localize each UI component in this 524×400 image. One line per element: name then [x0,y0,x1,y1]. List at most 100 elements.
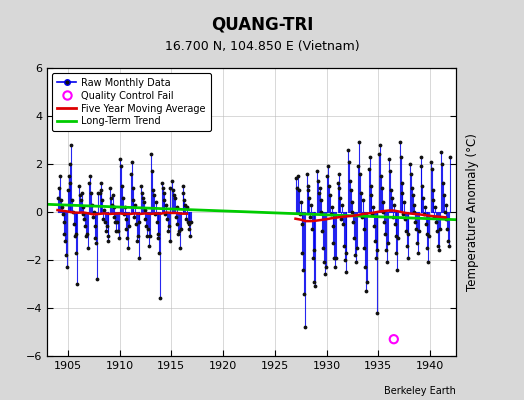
Point [151,199,160,206]
Point [383,259,391,266]
Point [112,228,121,234]
Point [356,170,364,177]
Point [135,218,144,225]
Point [166,238,174,244]
Point [310,278,319,285]
Point [85,180,94,186]
Point [304,187,313,194]
Point [99,216,107,222]
Point [176,245,184,251]
Point [394,235,402,242]
Point [311,283,320,290]
Point [96,180,105,186]
Point [294,173,302,179]
Point [353,245,361,251]
Point [413,240,421,246]
Point [429,187,437,194]
Point [334,180,342,186]
Point [405,230,413,237]
Point [187,218,195,225]
Point [398,190,407,196]
Point [315,185,324,191]
Point [441,202,450,208]
Point [181,202,189,208]
Point [119,211,128,218]
Point [324,163,332,170]
Point [314,178,322,184]
Point [143,233,151,239]
Point [110,214,118,220]
Point [124,245,133,251]
Point [408,185,416,191]
Text: 16.700 N, 104.850 E (Vietnam): 16.700 N, 104.850 E (Vietnam) [165,40,359,53]
Point [107,194,115,201]
Point [370,238,379,244]
Point [104,233,113,239]
Point [400,199,408,206]
Point [328,204,336,210]
Point [103,223,111,230]
Point [163,216,171,222]
Point [376,142,384,148]
Point [171,194,179,201]
Point [60,230,69,237]
Point [141,206,150,213]
Point [441,209,449,215]
Point [186,233,194,239]
Point [375,151,384,158]
Point [169,187,177,194]
Point [308,226,316,232]
Point [322,264,330,270]
Point [419,194,427,201]
Point [357,190,365,196]
Point [433,242,442,249]
Point [166,185,174,191]
Point [63,187,72,194]
Point [439,180,447,186]
Point [314,190,323,196]
Point [350,235,358,242]
Point [323,173,332,179]
Point [93,276,101,282]
Point [168,178,177,184]
Point [407,170,415,177]
Point [80,216,89,222]
Point [442,216,451,222]
Point [83,230,91,237]
Point [433,228,441,234]
Point [368,211,376,218]
Point [59,211,67,218]
Point [361,264,369,270]
Point [88,202,96,208]
Point [302,170,311,177]
Point [78,211,86,218]
Point [425,233,433,239]
Point [316,209,325,215]
Point [393,266,401,273]
Point [349,218,357,225]
Point [78,190,86,196]
Point [77,197,85,203]
Point [417,163,425,170]
Point [297,221,305,227]
Point [156,295,165,302]
Point [94,190,102,196]
Point [91,235,100,242]
Point [138,190,146,196]
Point [385,156,394,162]
Point [373,310,381,316]
Point [365,154,374,160]
Point [389,214,397,220]
Point [61,238,70,244]
Point [381,230,389,237]
Point [318,228,326,234]
Point [139,199,148,206]
Point [55,185,63,191]
Point [100,206,108,213]
Point [428,166,436,172]
Point [329,240,337,246]
Point [337,216,345,222]
Point [390,202,398,208]
Point [174,230,182,237]
Point [347,209,356,215]
